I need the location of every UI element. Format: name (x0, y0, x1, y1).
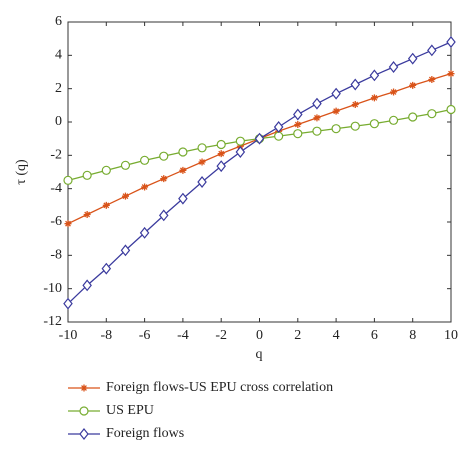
legend-label: US EPU (106, 403, 154, 418)
series-line (67, 73, 452, 225)
marker (369, 69, 380, 82)
legend-label: Foreign flows-US EPU cross correlation (106, 380, 333, 395)
series-line (67, 41, 452, 305)
marker (79, 428, 89, 440)
marker (179, 166, 187, 174)
marker (121, 192, 129, 200)
marker (427, 44, 437, 57)
y-tick-label: -4 (50, 181, 62, 196)
marker (120, 244, 131, 257)
x-tick-label: -10 (59, 328, 78, 343)
y-tick-label: 4 (55, 48, 62, 63)
marker (408, 112, 418, 122)
marker (407, 52, 418, 65)
x-axis-label: q (256, 347, 263, 362)
marker (370, 94, 378, 102)
marker (293, 108, 303, 121)
marker (82, 170, 92, 180)
marker (140, 155, 150, 165)
marker (197, 176, 207, 188)
marker (388, 61, 399, 73)
x-tick-label: -4 (177, 328, 189, 343)
y-tick-label: 6 (55, 14, 62, 29)
marker (446, 36, 456, 48)
marker (350, 121, 360, 131)
y-tick-label: -2 (50, 148, 62, 163)
marker (80, 384, 88, 392)
marker (141, 183, 149, 191)
y-axis-label: τ (q) (14, 159, 29, 185)
y-tick-label: 2 (55, 81, 62, 96)
y-tick-label: -6 (50, 214, 62, 229)
x-tick-label: -2 (215, 328, 227, 343)
marker (160, 175, 168, 183)
marker (313, 114, 321, 122)
marker (388, 115, 399, 125)
marker (139, 226, 150, 239)
marker (159, 151, 169, 161)
marker (369, 119, 379, 129)
marker (120, 160, 131, 170)
y-tick-label: -12 (43, 314, 62, 329)
marker (312, 126, 322, 136)
x-tick-label: 10 (444, 328, 458, 343)
marker (390, 88, 398, 96)
y-tick-label: -8 (50, 248, 62, 263)
marker (235, 146, 246, 158)
marker (83, 211, 91, 218)
marker (178, 192, 188, 205)
marker (350, 78, 361, 91)
y-tick-label: -10 (43, 281, 62, 296)
marker (331, 87, 341, 100)
marker (427, 109, 437, 119)
marker (197, 143, 207, 153)
marker (274, 131, 284, 141)
legend-label: Foreign flows (106, 426, 184, 441)
x-tick-label: -6 (139, 328, 151, 343)
marker (101, 165, 111, 175)
x-tick-label: 0 (256, 328, 263, 343)
x-tick-label: 8 (409, 328, 416, 343)
marker (294, 121, 302, 128)
marker (254, 132, 265, 145)
marker (428, 76, 436, 83)
marker (63, 297, 73, 310)
x-tick-label: -8 (100, 328, 112, 343)
marker (446, 104, 456, 115)
marker (332, 107, 340, 115)
marker (216, 139, 226, 150)
x-tick-label: 6 (371, 328, 378, 343)
marker (273, 121, 284, 133)
marker (101, 262, 112, 275)
marker (312, 97, 322, 110)
marker (64, 220, 72, 228)
y-tick-label: 0 (55, 114, 62, 129)
marker (198, 158, 206, 166)
marker (158, 209, 169, 222)
marker (447, 70, 455, 78)
x-tick-label: 4 (333, 328, 340, 343)
marker (235, 136, 245, 146)
marker (79, 406, 89, 416)
marker (216, 160, 226, 173)
marker (217, 150, 225, 158)
marker (102, 201, 110, 209)
marker (82, 279, 92, 292)
marker (409, 81, 417, 89)
marker (351, 101, 359, 108)
x-tick-label: 2 (294, 328, 301, 343)
marker (63, 175, 73, 185)
marker (293, 129, 303, 139)
marker (178, 147, 188, 157)
marker (331, 124, 341, 134)
